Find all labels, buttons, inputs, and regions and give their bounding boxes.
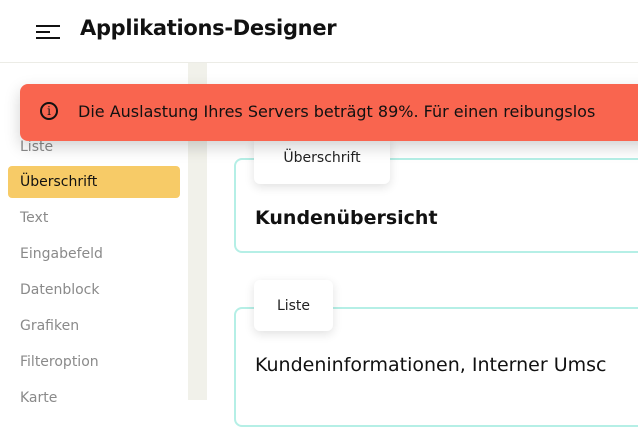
server-load-alert: i Die Auslastung Ihres Servers beträgt 8… [20,84,638,141]
info-icon: i [40,102,58,120]
hamburger-menu-icon[interactable] [36,25,60,39]
app-header: Applikations-Designer [0,0,638,63]
sidebar-item-ueberschrift[interactable]: Überschrift [8,166,180,198]
list-component-tab[interactable]: Liste [254,280,333,331]
alert-message: Die Auslastung Ihres Servers beträgt 89%… [78,102,596,121]
heading-component-tab[interactable]: Überschrift [254,136,390,184]
sidebar-item-liste[interactable]: Liste [20,139,54,155]
sidebar-item-eingabefeld[interactable]: Eingabefeld [20,246,103,262]
sidebar-item-karte[interactable]: Karte [20,390,58,406]
app-title: Applikations-Designer [80,16,337,40]
sidebar-item-datenblock[interactable]: Datenblock [20,282,100,298]
list-component-content: Kundeninformationen, Interner Umsc [255,354,607,376]
sidebar-item-text[interactable]: Text [20,210,49,226]
sidebar-item-grafiken[interactable]: Grafiken [20,318,80,334]
sidebar-item-filteroption[interactable]: Filteroption [20,354,99,370]
heading-component-content: Kundenübersicht [255,207,438,229]
